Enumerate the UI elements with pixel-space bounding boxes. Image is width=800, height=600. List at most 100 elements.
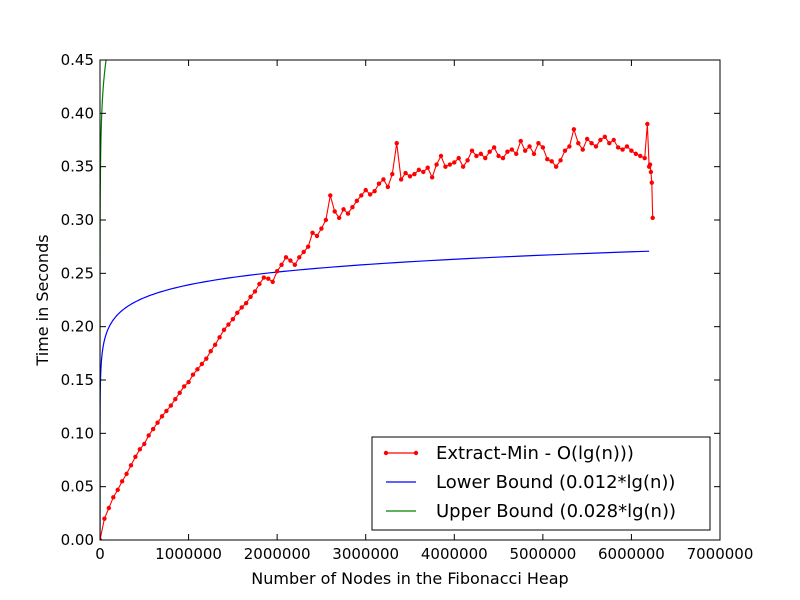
extract-min-point bbox=[100, 537, 103, 540]
extract-min-point bbox=[580, 147, 585, 152]
extract-min-point bbox=[208, 349, 213, 354]
extract-min-point bbox=[514, 151, 519, 157]
x-tick-label: 5000000 bbox=[509, 545, 576, 563]
x-tick-label: 0 bbox=[95, 545, 105, 563]
extract-min-point bbox=[500, 155, 506, 161]
extract-min-point bbox=[128, 463, 134, 468]
extract-min-point bbox=[642, 155, 647, 161]
extract-min-point bbox=[111, 495, 116, 500]
legend-label-upper-bound: Upper Bound (0.028*lg(n)) bbox=[436, 501, 676, 522]
extract-min-point bbox=[164, 408, 169, 414]
extract-min-point bbox=[226, 322, 231, 327]
extract-min-point bbox=[425, 165, 430, 170]
extract-min-point bbox=[509, 147, 515, 152]
extract-min-point bbox=[598, 137, 603, 143]
extract-min-point bbox=[465, 158, 470, 163]
extract-min-point bbox=[102, 516, 107, 521]
extract-min-point bbox=[363, 187, 368, 193]
extract-min-point bbox=[496, 153, 501, 159]
extract-min-point bbox=[274, 269, 280, 274]
extract-min-point bbox=[243, 301, 249, 306]
extract-min-point bbox=[536, 141, 541, 146]
extract-min-point bbox=[460, 164, 466, 169]
y-tick-label: 0.25 bbox=[61, 264, 94, 282]
extract-min-point bbox=[155, 420, 160, 425]
extract-min-point bbox=[261, 275, 267, 280]
extract-min-point bbox=[332, 209, 337, 214]
extract-min-point bbox=[474, 153, 479, 159]
extract-min-point bbox=[168, 403, 174, 408]
x-tick-label: 4000000 bbox=[421, 545, 488, 563]
y-tick-label: 0.40 bbox=[61, 104, 94, 122]
extract-min-point bbox=[314, 233, 320, 239]
extract-min-point bbox=[390, 171, 395, 177]
extract-min-point bbox=[602, 134, 608, 139]
extract-min-point bbox=[252, 289, 258, 294]
y-axis-label: Time in Seconds bbox=[33, 234, 52, 366]
extract-min-point bbox=[239, 305, 244, 310]
extract-min-point bbox=[212, 342, 218, 347]
extract-min-point bbox=[589, 141, 594, 146]
x-tick-label: 1000000 bbox=[155, 545, 222, 563]
extract-min-point bbox=[584, 136, 590, 142]
extract-min-point bbox=[301, 249, 306, 255]
extract-min-point bbox=[620, 147, 625, 152]
extract-min-line bbox=[100, 123, 654, 540]
extract-min-point bbox=[648, 169, 654, 175]
extract-min-point bbox=[571, 127, 577, 132]
extract-min-point bbox=[567, 144, 572, 149]
extract-min-point bbox=[195, 367, 200, 372]
extract-min-point bbox=[270, 279, 275, 285]
extract-min-point bbox=[204, 356, 209, 361]
extract-min-point bbox=[421, 169, 426, 175]
extract-min-point bbox=[438, 153, 444, 159]
extract-min-point bbox=[181, 384, 187, 389]
legend: Extract-Min - O(lg(n))) Lower Bound (0.0… bbox=[371, 436, 711, 531]
legend-label-extract-min: Extract-Min - O(lg(n))) bbox=[436, 443, 634, 464]
extract-min-point bbox=[173, 397, 178, 402]
x-tick-label: 3000000 bbox=[332, 545, 399, 563]
extract-min-point bbox=[531, 151, 537, 157]
extract-min-point bbox=[456, 155, 461, 161]
extract-min-point bbox=[491, 145, 497, 150]
extract-min-point bbox=[177, 390, 182, 395]
extract-min-point bbox=[142, 441, 147, 447]
extract-min-point bbox=[545, 157, 550, 162]
extract-min-point bbox=[137, 447, 143, 452]
extract-min-point bbox=[235, 310, 240, 315]
extract-min-point bbox=[381, 177, 386, 182]
extract-min-point bbox=[527, 144, 532, 149]
extract-min-point bbox=[190, 372, 196, 377]
extract-min-point bbox=[650, 215, 655, 221]
extract-min-point bbox=[483, 155, 488, 161]
extract-min-point bbox=[407, 174, 413, 179]
extract-min-point bbox=[487, 149, 492, 154]
extract-min-point bbox=[615, 145, 621, 150]
extract-min-point bbox=[434, 162, 439, 167]
extract-min-point bbox=[257, 281, 262, 287]
extract-min-point bbox=[403, 170, 408, 176]
extract-min-point bbox=[279, 262, 284, 267]
legend-marker-extract-min-2 bbox=[413, 450, 419, 456]
extract-min-point bbox=[106, 505, 112, 511]
extract-min-point bbox=[553, 164, 559, 169]
extract-min-point bbox=[376, 181, 382, 186]
extract-min-point bbox=[359, 193, 364, 198]
extract-min-point bbox=[645, 121, 650, 127]
extract-min-point bbox=[186, 379, 191, 385]
extract-min-point bbox=[576, 141, 581, 146]
extract-min-point bbox=[230, 317, 236, 322]
extract-min-point bbox=[540, 145, 546, 150]
extract-min-point bbox=[478, 151, 484, 157]
extract-min-point bbox=[611, 137, 616, 143]
extract-min-point bbox=[345, 211, 351, 216]
extract-min-point bbox=[452, 160, 457, 165]
extract-min-point bbox=[629, 148, 634, 153]
x-tick-label: 7000000 bbox=[687, 545, 754, 563]
extract-min-point bbox=[319, 226, 324, 231]
extract-min-point bbox=[305, 244, 311, 249]
x-tick-label: 2000000 bbox=[244, 545, 311, 563]
x-tick-label: 6000000 bbox=[598, 545, 665, 563]
extract-min-point bbox=[350, 205, 355, 210]
extract-min-point bbox=[522, 148, 528, 153]
